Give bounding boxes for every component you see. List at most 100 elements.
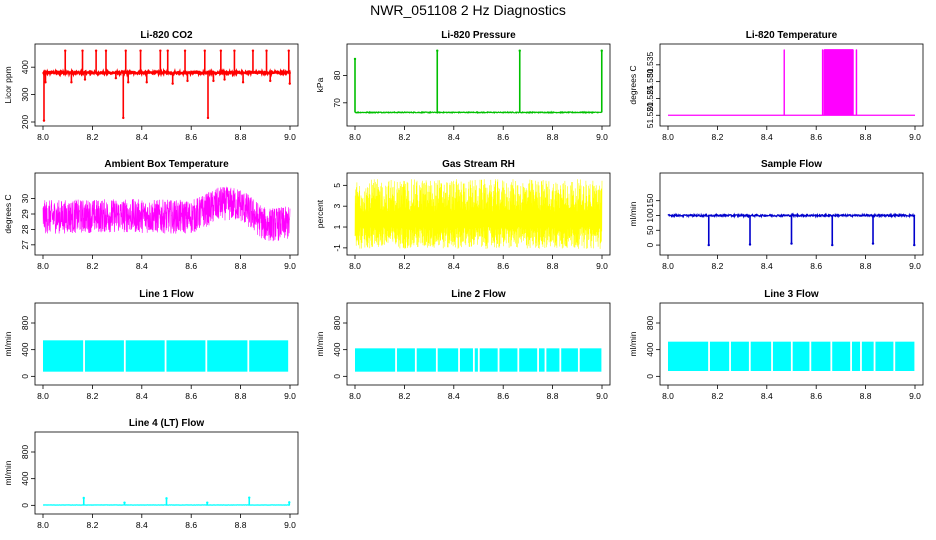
spike-point: [265, 49, 268, 52]
spike-point: [171, 82, 174, 85]
x-tick-label: 8.0: [37, 261, 49, 271]
x-tick-label: 8.6: [185, 261, 197, 271]
spike-point: [287, 49, 290, 52]
x-tick-label: 8.4: [448, 391, 460, 401]
x-tick-label: 8.2: [711, 261, 723, 271]
spike-point: [70, 81, 73, 84]
x-tick-label: 8.0: [662, 391, 674, 401]
plot-frame: [346, 172, 611, 256]
x-tick-label: 8.8: [860, 132, 872, 142]
x-tick-label: 8.8: [235, 132, 247, 142]
spike-point: [913, 243, 916, 247]
panel-line4-lt-flow: Line 4 (LT) Flow 8.0 8.2 8.4 8.6 8.8 9.0 0 400 80…: [3, 418, 299, 530]
y-tick-label: 400: [20, 342, 30, 356]
chart-title: Sample Flow: [761, 159, 822, 170]
plot-frame: [659, 43, 924, 127]
x-tick-label: 8.6: [497, 391, 509, 401]
y-tick-label: 0: [645, 242, 655, 247]
x-tick-label: 8.2: [711, 132, 723, 142]
flow-block: [851, 341, 861, 371]
page-title: NWR_051108 2 Hz Diagnostics: [370, 2, 566, 18]
y-tick-label: 300: [20, 87, 30, 101]
x-tick-label: 8.2: [711, 391, 723, 401]
y-tick-label: 800: [645, 316, 655, 330]
flow-block: [355, 348, 396, 372]
y-axis-label: ml/min: [3, 460, 13, 485]
spike-point: [159, 49, 162, 52]
x-tick-label: 8.8: [235, 520, 247, 530]
spike-point: [871, 242, 875, 245]
panel-li820-temperature: Li-820 Temperature 8.0 8.2 8.4 8.6 8.8 9.0 51.5…: [628, 30, 924, 142]
y-tick-label: 28: [20, 224, 30, 234]
y-tick-label: 400: [20, 471, 30, 485]
x-tick-label: 8.6: [497, 261, 509, 271]
x-tick-label: 8.2: [398, 391, 410, 401]
flow-block: [750, 341, 772, 371]
x-tick-label: 8.4: [136, 520, 148, 530]
y-tick-label: 0: [20, 374, 30, 379]
y-axis-label: degrees C: [3, 194, 13, 233]
spike-point: [269, 79, 272, 83]
x-tick-label: 8.0: [349, 261, 361, 271]
x-tick-label: 8.4: [448, 261, 460, 271]
x-tick-label: 8.4: [448, 132, 460, 142]
x-tick-label: 8.2: [398, 261, 410, 271]
spike-point: [707, 243, 710, 247]
spike-point: [83, 78, 87, 81]
x-tick-label: 8.2: [86, 391, 98, 401]
flow-block: [396, 348, 415, 372]
x-tick-label: 8.0: [349, 132, 361, 142]
chart-title: Line 1 Flow: [139, 289, 194, 300]
x-tick-label: 9.0: [596, 391, 608, 401]
y-axis-label: percent: [315, 199, 325, 228]
chart-title: Line 4 (LT) Flow: [129, 418, 205, 429]
spike-point: [353, 57, 357, 61]
y-tick-label: 30: [20, 194, 30, 204]
plot-frame: [34, 43, 299, 127]
x-tick-label: 8.4: [136, 391, 148, 401]
spike-point: [288, 501, 291, 504]
y-tick-label: 51.520: [645, 102, 655, 128]
spike-point: [233, 49, 236, 52]
x-tick-label: 8.2: [398, 132, 410, 142]
y-tick-label: 200: [20, 115, 30, 129]
x-tick-label: 8.0: [37, 132, 49, 142]
spike-point: [212, 79, 215, 83]
y-axis-label: ml/min: [628, 331, 638, 356]
flow-block: [416, 348, 436, 372]
x-tick-label: 8.0: [37, 520, 49, 530]
spike-point: [223, 78, 226, 81]
flow-block: [474, 348, 478, 372]
chart-title: Gas Stream RH: [442, 159, 515, 170]
y-tick-label: 70: [332, 98, 342, 108]
y-tick-label: 100: [645, 208, 655, 222]
spike-point: [82, 496, 85, 500]
flow-block: [811, 341, 831, 371]
chart-title: Line 3 Flow: [764, 289, 819, 300]
y-tick-label: 0: [20, 503, 30, 508]
chart-title: Li-820 Temperature: [746, 30, 838, 41]
y-tick-label: 0: [645, 374, 655, 379]
flow-block: [861, 341, 874, 371]
x-tick-label: 8.6: [185, 132, 197, 142]
flow-block: [730, 341, 749, 371]
spike-point: [114, 76, 118, 80]
x-tick-label: 8.0: [349, 391, 361, 401]
x-tick-label: 8.8: [860, 261, 872, 271]
plot-frame: [346, 43, 611, 127]
spike-point: [104, 49, 108, 52]
x-tick-label: 8.2: [86, 132, 98, 142]
x-tick-label: 8.8: [860, 391, 872, 401]
y-tick-label: 3: [332, 204, 342, 209]
flow-block: [546, 348, 560, 372]
series-line: [42, 67, 291, 78]
spike-point: [790, 242, 793, 245]
spike-point: [203, 49, 206, 52]
x-tick-label: 8.6: [810, 391, 822, 401]
y-tick-label: 51.535: [645, 52, 655, 78]
x-tick-label: 8.4: [761, 391, 773, 401]
flow-block: [668, 341, 709, 371]
y-axis-label: ml/min: [315, 331, 325, 356]
x-tick-label: 8.6: [185, 520, 197, 530]
